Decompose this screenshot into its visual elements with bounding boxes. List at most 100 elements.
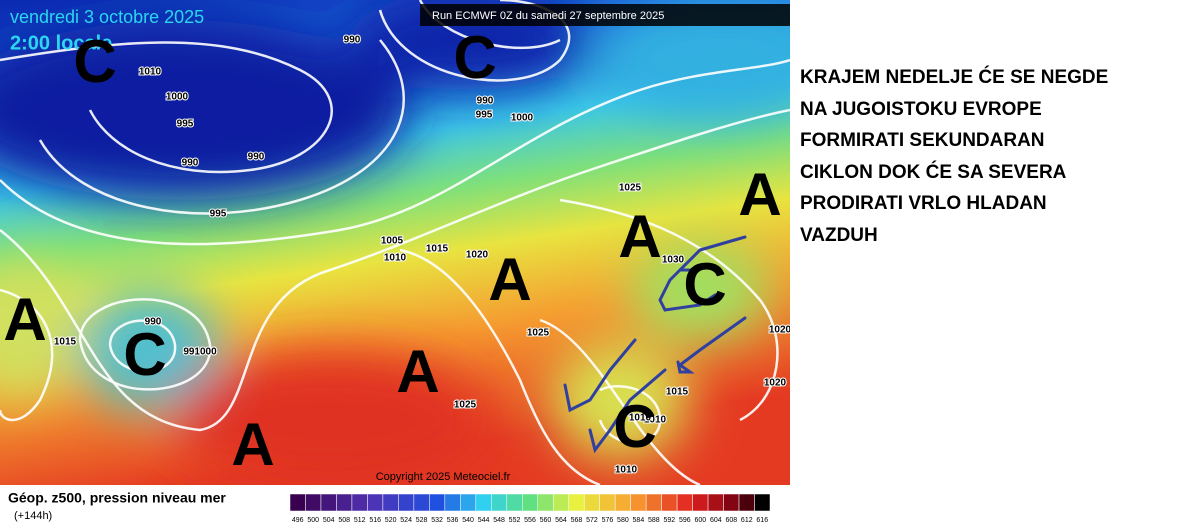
legend-swatch xyxy=(676,493,693,512)
legend-swatch xyxy=(506,493,523,512)
legend-label: 520 xyxy=(385,517,397,524)
legend-label: 600 xyxy=(694,517,706,524)
pressure-label: 995 xyxy=(476,110,493,121)
legend-label: 616 xyxy=(756,517,768,524)
pressure-label: 990 xyxy=(145,317,162,328)
legend-label: 524 xyxy=(400,517,412,524)
legend-swatch xyxy=(552,493,569,512)
pressure-label: 1030 xyxy=(662,255,685,266)
pressure-label: 1010 xyxy=(629,413,652,424)
legend-swatch xyxy=(351,493,368,512)
pressure-label: 1015 xyxy=(426,244,449,255)
comment-line: VAZDUH xyxy=(800,224,878,246)
pressure-label: 1000 xyxy=(166,92,189,103)
pressure-label: 1015 xyxy=(54,337,77,348)
legend-swatch xyxy=(382,493,399,512)
legend-label: 548 xyxy=(493,517,505,524)
legend-swatch xyxy=(630,493,647,512)
legend-label: 576 xyxy=(602,517,614,524)
comment-line: CIKLON DOK ĆE SA SEVERA xyxy=(800,161,1067,183)
legend-label: 596 xyxy=(679,517,691,524)
pressure-system: A xyxy=(396,338,439,405)
pressure-system: A xyxy=(3,286,46,353)
legend-label: 564 xyxy=(555,517,567,524)
legend-label: 528 xyxy=(416,517,428,524)
legend-label: 588 xyxy=(648,517,660,524)
legend-label: 584 xyxy=(633,517,645,524)
legend-label: 552 xyxy=(509,517,521,524)
pressure-label: 1000 xyxy=(511,113,534,124)
legend-swatch xyxy=(661,493,678,512)
pressure-label: 1010 xyxy=(384,253,407,264)
legend-subtitle: (+144h) xyxy=(14,510,52,522)
legend-label: 592 xyxy=(664,517,676,524)
map-copyright: Copyright 2025 Meteociel.fr xyxy=(376,471,511,483)
pressure-label: 1010 xyxy=(644,415,667,426)
pressure-label: 990 xyxy=(344,35,361,46)
pressure-label: 995 xyxy=(210,209,227,220)
comment-line: NA JUGOISTOKU EVROPE xyxy=(800,98,1042,120)
legend-swatch xyxy=(754,493,771,512)
legend-swatch xyxy=(707,493,724,512)
pressure-label: 1025 xyxy=(619,183,642,194)
pressure-label: 1020 xyxy=(769,325,790,336)
legend-label: 612 xyxy=(741,517,753,524)
pressure-label: 1025 xyxy=(527,328,550,339)
legend-swatch xyxy=(491,493,508,512)
legend-label: 532 xyxy=(431,517,443,524)
pressure-label: 995 xyxy=(177,119,194,130)
pressure-system: C xyxy=(123,321,166,388)
weather-map: vendredi 3 octobre 2025 2:00 locale Run … xyxy=(0,0,790,524)
legend-swatch xyxy=(692,493,709,512)
legend-label: 536 xyxy=(447,517,459,524)
legend-swatch xyxy=(537,493,554,512)
legend-label: 512 xyxy=(354,517,366,524)
pressure-system: A xyxy=(488,246,531,313)
legend-swatch xyxy=(289,493,306,512)
pressure-label: 1020 xyxy=(466,250,489,261)
pressure-system: A xyxy=(738,161,781,228)
legend-label: 580 xyxy=(617,517,629,524)
pressure-system: A xyxy=(231,411,274,478)
legend-swatch xyxy=(413,493,430,512)
legend-label: 504 xyxy=(323,517,335,524)
pressure-system: C xyxy=(683,251,726,318)
comment-line: PRODIRATI VRLO HLADAN xyxy=(800,193,1047,214)
pressure-label: 990 xyxy=(182,158,199,169)
legend-swatch xyxy=(429,493,446,512)
map-time: 2:00 locale xyxy=(10,32,112,54)
pressure-label: 1025 xyxy=(454,400,477,411)
pressure-label: 990 xyxy=(477,96,494,107)
legend-label: 556 xyxy=(524,517,536,524)
pressure-label: 1015 xyxy=(666,387,689,398)
pressure-label: 1005 xyxy=(381,236,404,247)
comment-line: FORMIRATI SEKUNDARAN xyxy=(800,130,1045,151)
legend-label: 496 xyxy=(292,517,304,524)
legend-swatch xyxy=(614,493,631,512)
legend-swatch xyxy=(522,493,538,512)
legend-swatch xyxy=(583,493,600,512)
map-run: Run ECMWF 0Z du samedi 27 septembre 2025 xyxy=(432,10,664,22)
legend-swatch xyxy=(475,493,492,512)
legend-label: 500 xyxy=(307,517,319,524)
legend-swatch xyxy=(398,493,415,512)
pressure-label: 990 xyxy=(248,152,265,163)
legend-swatch xyxy=(460,493,477,512)
legend-swatch xyxy=(599,493,616,512)
legend-label: 604 xyxy=(710,517,722,524)
legend-swatch xyxy=(645,493,662,512)
comment-line: KRAJEM NEDELJE ĆE SE NEGDE xyxy=(800,67,1109,88)
pressure-label: 1010 xyxy=(615,465,638,476)
legend-title: Géop. z500, pression niveau mer xyxy=(8,490,226,506)
legend-label: 560 xyxy=(540,517,552,524)
legend-label: 608 xyxy=(725,517,737,524)
pressure-label: 1020 xyxy=(764,378,787,389)
legend-swatch xyxy=(305,493,322,512)
legend-label: 572 xyxy=(586,517,598,524)
legend-swatch xyxy=(444,493,461,512)
map-field xyxy=(0,0,790,485)
legend-label: 508 xyxy=(338,517,350,524)
pressure-label: 1010 xyxy=(139,67,162,78)
pressure-system: C xyxy=(613,393,656,460)
